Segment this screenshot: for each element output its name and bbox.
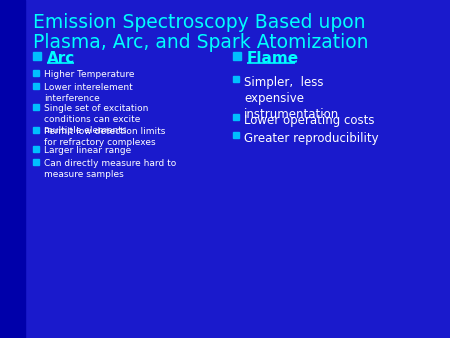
Bar	[33, 70, 39, 76]
Text: Permit low detection limits
for refractory complexes: Permit low detection limits for refracto…	[44, 127, 166, 147]
Text: Lower operating costs: Lower operating costs	[244, 114, 374, 127]
Text: Lower interelement
interference: Lower interelement interference	[44, 83, 133, 103]
Text: Simpler,  less
expensive
instrumentation: Simpler, less expensive instrumentation	[244, 76, 339, 121]
Bar	[33, 52, 41, 60]
Bar	[33, 146, 39, 152]
Text: Plasma, Arc, and Spark Atomization: Plasma, Arc, and Spark Atomization	[33, 33, 369, 52]
Text: Single set of excitation
conditions can excite
multiple elements: Single set of excitation conditions can …	[44, 104, 148, 135]
Bar	[0, 0, 25, 338]
Bar	[233, 52, 241, 60]
Bar	[33, 104, 39, 110]
Text: Flame: Flame	[247, 51, 299, 66]
Bar	[33, 83, 39, 89]
Bar	[33, 127, 39, 133]
Text: Greater reproducibility: Greater reproducibility	[244, 132, 378, 145]
Bar	[233, 76, 239, 82]
Text: Larger linear range: Larger linear range	[44, 146, 131, 155]
Bar	[33, 159, 39, 165]
Text: Can directly measure hard to
measure samples: Can directly measure hard to measure sam…	[44, 159, 176, 179]
Text: Arc: Arc	[47, 51, 75, 66]
Text: Emission Spectroscopy Based upon: Emission Spectroscopy Based upon	[33, 13, 365, 32]
Bar	[233, 114, 239, 120]
Text: Higher Temperature: Higher Temperature	[44, 70, 135, 79]
Bar	[233, 132, 239, 138]
